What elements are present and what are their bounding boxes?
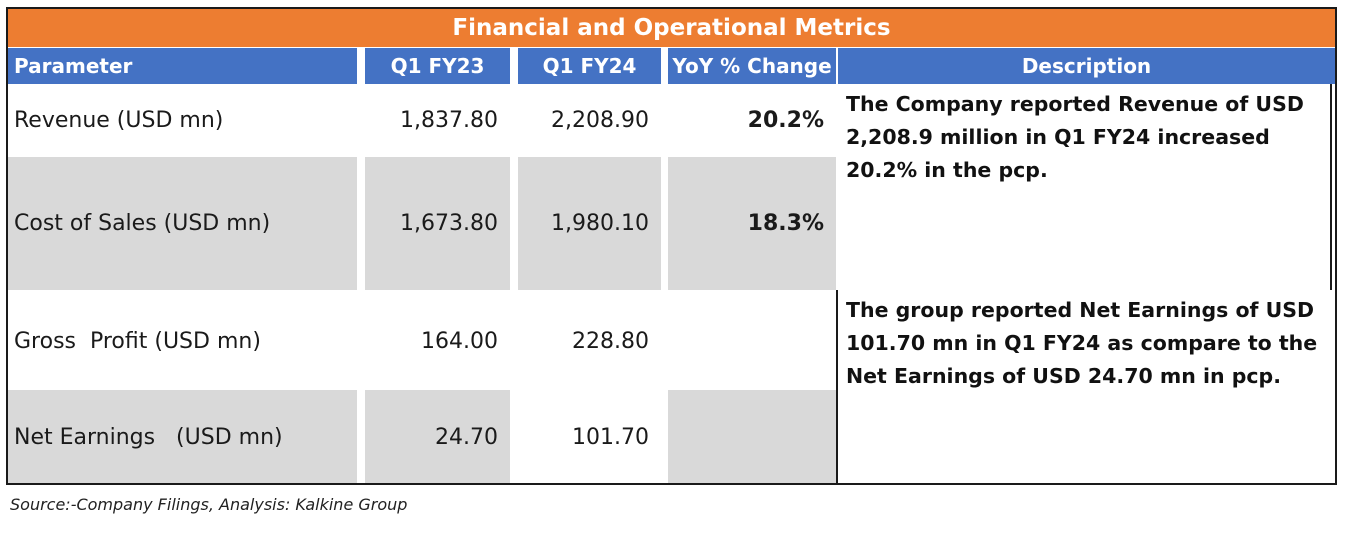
- row-revenue-parameter: Revenue (USD mn): [14, 108, 224, 133]
- row-gross-q1fy24: 228.80: [572, 328, 649, 354]
- row-gross-yoy: [668, 292, 836, 390]
- divider-desc-lower-left: [836, 290, 838, 483]
- row-net-yoy: [668, 390, 836, 483]
- header-description: Description: [838, 48, 1335, 84]
- source-note: Source:-Company Filings, Analysis: Kalki…: [10, 495, 408, 514]
- header-q1fy24: Q1 FY24: [518, 48, 661, 84]
- row-cost-yoy: 18.3%: [668, 157, 836, 290]
- row-gross-q1fy23: 164.00: [421, 328, 498, 354]
- header-yoy: YoY % Change: [668, 48, 836, 84]
- table-title: Financial and Operational Metrics: [8, 9, 1335, 47]
- description-net-earnings: The group reported Net Earnings of USD 1…: [846, 298, 1318, 388]
- row-revenue-yoy: 20.2%: [747, 108, 824, 133]
- row-revenue-q1fy23: 1,837.80: [400, 108, 498, 133]
- row-cost-parameter: Cost of Sales (USD mn): [8, 157, 357, 290]
- row-net-q1fy23: 24.70: [365, 390, 510, 483]
- metrics-table: Financial and Operational Metrics Parame…: [6, 7, 1337, 485]
- row-gross-parameter: Gross Profit (USD mn): [14, 328, 261, 354]
- row-revenue-q1fy24: 2,208.90: [551, 108, 649, 133]
- row-net-q1fy24: 101.70: [572, 425, 649, 450]
- header-q1fy23: Q1 FY23: [365, 48, 510, 84]
- description-revenue: The Company reported Revenue of USD 2,20…: [846, 92, 1304, 182]
- header-parameter: Parameter: [8, 48, 357, 84]
- row-cost-q1fy23: 1,673.80: [365, 157, 510, 290]
- row-net-parameter: Net Earnings (USD mn): [8, 390, 357, 483]
- row-cost-q1fy24: 1,980.10: [518, 157, 661, 290]
- divider-row-2-3: [8, 290, 836, 292]
- divider-desc-upper-right: [1330, 84, 1332, 290]
